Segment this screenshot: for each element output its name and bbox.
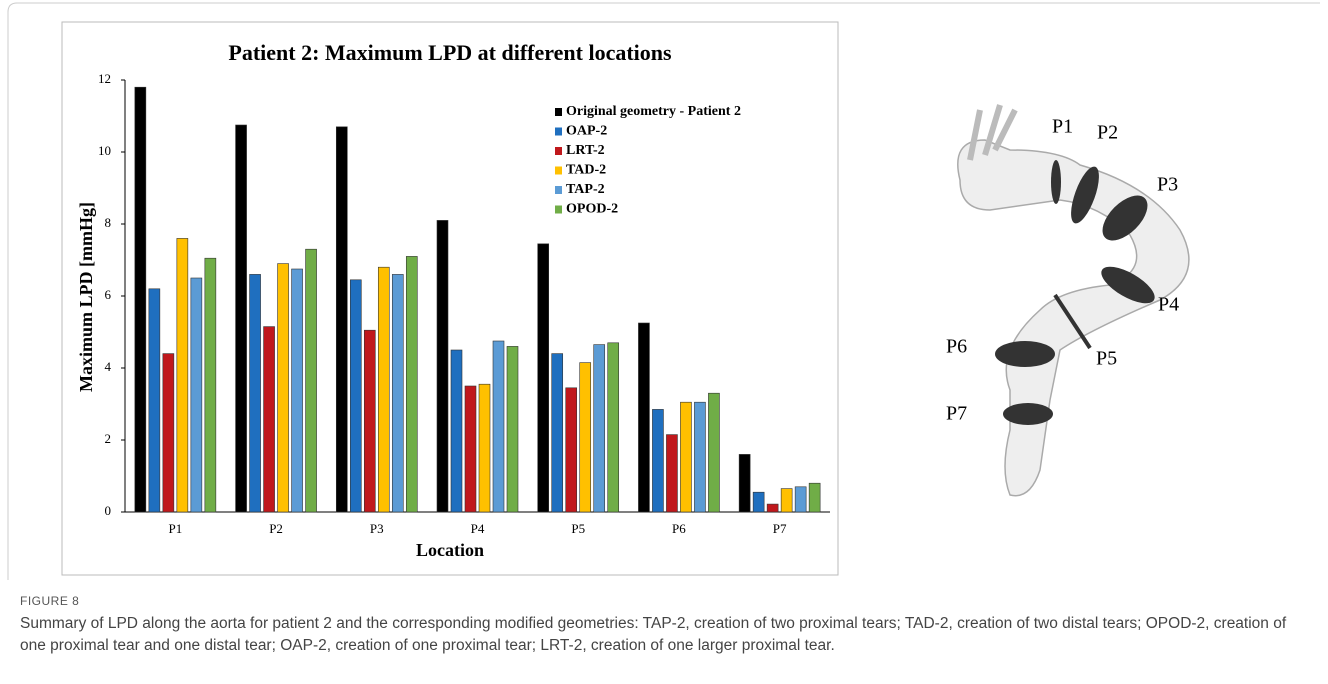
y-tick-label: 0 [105,503,112,518]
figure-label: FIGURE 8 [20,594,79,608]
section [995,341,1055,367]
bar [538,244,549,512]
legend-label: LRT-2 [566,143,605,158]
figure-caption: Summary of LPD along the aorta for patie… [20,613,1310,657]
y-tick-label: 8 [105,215,112,230]
bar [392,274,403,512]
bar [552,354,563,512]
bar [451,350,462,512]
x-tick-label: P3 [370,521,384,536]
legend-label: OPOD-2 [566,202,618,217]
bar [795,487,806,512]
bar [177,238,188,512]
bar [250,274,261,512]
bar [437,220,448,512]
bar [163,354,174,512]
y-tick-label: 2 [105,431,112,446]
page: {"chart_data": {"type": "bar", "title": … [0,0,1328,684]
figure: Patient 2: Maximum LPD at different loca… [0,0,1328,590]
bar [191,278,202,512]
location-label: P5 [1096,348,1117,370]
x-axis-label: Location [416,540,484,560]
bar [493,341,504,512]
bar [149,289,160,512]
x-tick-label: P4 [471,521,485,536]
bar [767,504,778,512]
bar [694,402,705,512]
section [1003,403,1053,425]
bar [652,409,663,512]
x-tick-label: P5 [571,521,585,536]
bar [739,454,750,512]
y-tick-label: 4 [105,359,112,374]
legend-label: OAP-2 [566,124,607,139]
legend-label: TAD-2 [566,163,606,178]
bar [566,388,577,512]
bar [292,269,303,512]
legend-swatch [555,206,562,214]
chart-title: Patient 2: Maximum LPD at different loca… [228,40,672,65]
location-label: P3 [1157,174,1178,196]
bar [809,483,820,512]
bar [507,346,518,512]
bar [336,127,347,512]
bar [608,343,619,512]
location-label: P1 [1052,116,1073,138]
bar [264,327,275,512]
x-tick-label: P6 [672,521,686,536]
legend-swatch [555,186,562,194]
bar [638,323,649,512]
bar [135,87,146,512]
legend-swatch [555,147,562,155]
bar [406,256,417,512]
bar [680,402,691,512]
bar [278,264,289,512]
bar [479,384,490,512]
bar [580,363,591,512]
bar [306,249,317,512]
location-label: P2 [1097,122,1118,144]
bar [753,492,764,512]
y-tick-label: 12 [98,71,111,86]
aorta-diagram: P1 P2 P3 P4 P5 P6 P7 [946,105,1189,496]
location-label: P6 [946,336,967,358]
bar [666,435,677,512]
location-label: P4 [1158,294,1179,316]
bar [236,125,247,512]
y-tick-label: 10 [98,143,111,158]
y-tick-label: 6 [105,287,112,302]
legend-swatch [555,108,562,116]
bar [205,258,216,512]
y-axis-label: Maximum LPD [mmHg] [76,202,96,392]
x-tick-label: P7 [773,521,787,536]
legend-swatch [555,128,562,136]
bar [465,386,476,512]
legend-label: Original geometry - Patient 2 [566,104,741,119]
legend-swatch [555,167,562,175]
location-label: P7 [946,403,967,425]
aorta-outline [958,140,1189,496]
legend-label: TAP-2 [566,182,605,197]
x-tick-label: P1 [168,521,182,536]
bar [364,330,375,512]
bar [378,267,389,512]
bar [708,393,719,512]
bar [594,345,605,512]
bar [781,489,792,512]
x-tick-label: P2 [269,521,283,536]
section [1051,160,1061,204]
bar [350,280,361,512]
